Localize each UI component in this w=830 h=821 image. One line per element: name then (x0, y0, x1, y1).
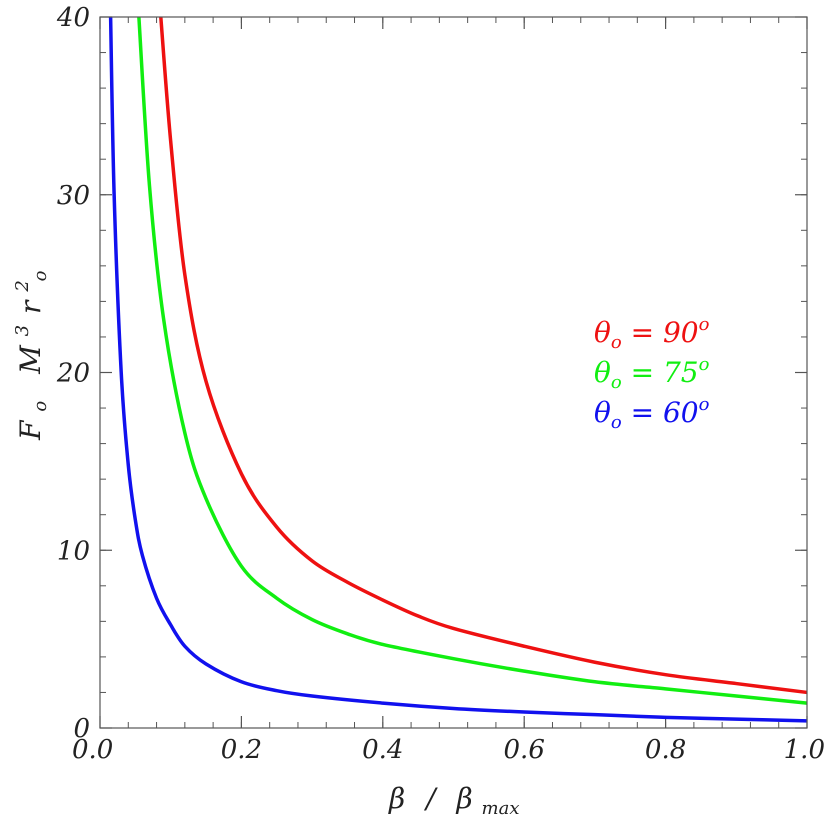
legend-entry-1-theta: θ (594, 356, 611, 389)
y-axis-label-r-sub: o (30, 270, 51, 281)
x-axis-label-slash: / (423, 782, 438, 815)
legend: θo = 90o θo = 75o θo = 60o (594, 314, 710, 433)
legend-entry-0-sup: o (699, 314, 710, 335)
y-axis-label: F o M 3 r 2 o (2, 270, 53, 441)
y-tick-label: 0 (73, 714, 90, 744)
tick-labels: 0.0 0.2 0.4 0.6 0.8 1.0 0 10 20 30 40 (56, 3, 825, 765)
x-axis-label: β / β max (388, 782, 519, 819)
x-tick-label: 1.0 (784, 735, 825, 765)
series-line-2 (108, 16, 808, 723)
x-axis-label-beta: β (388, 782, 405, 815)
series-line-1 (137, 16, 808, 705)
y-axis-label-M-sup: 3 (12, 325, 33, 336)
y-axis-label-r: r (14, 299, 47, 314)
legend-entry-0: θo = 90o (594, 314, 710, 353)
x-axis-label-beta-max: β (455, 782, 472, 815)
legend-entry-1-eq: = (622, 356, 663, 389)
legend-entry-2-value: 60 (663, 396, 699, 429)
legend-entry-2-theta: θ (594, 396, 611, 429)
plot-frame (99, 16, 808, 729)
y-tick-label: 40 (56, 3, 90, 33)
y-axis-label-F-sub: o (30, 401, 51, 412)
legend-entry-1-sup: o (699, 354, 710, 375)
x-tick-label: 0.6 (504, 735, 545, 765)
y-axis-label-F: F (14, 419, 47, 441)
x-tick-label: 0.2 (221, 735, 262, 765)
y-tick-label: 10 (57, 536, 90, 566)
y-tick-label: 30 (57, 181, 90, 211)
legend-entry-2-eq: = (622, 396, 663, 429)
y-tick-label: 20 (56, 359, 90, 389)
legend-entry-2: θo = 60o (594, 394, 710, 433)
legend-entry-1-value: 75 (663, 356, 699, 389)
y-axis-label-M: M (14, 344, 47, 375)
legend-entry-0-theta: θ (594, 316, 611, 349)
x-axis-label-sub: max (482, 798, 520, 819)
x-tick-label: 0.8 (645, 735, 686, 765)
series-layer (108, 16, 808, 723)
x-tick-label: 0.0 (72, 735, 113, 765)
legend-entry-1: θo = 75o (594, 354, 710, 393)
legend-entry-0-sub: o (611, 332, 622, 353)
legend-entry-0-eq: = (622, 316, 663, 349)
legend-entry-2-sub: o (611, 412, 622, 433)
legend-entry-1-sub: o (611, 372, 622, 393)
y-axis-label-r-sup: 2 (12, 280, 33, 292)
x-tick-label: 0.4 (362, 735, 403, 765)
series-line-0 (159, 16, 808, 695)
legend-entry-2-sup: o (699, 394, 710, 415)
legend-entry-0-value: 90 (663, 316, 699, 349)
